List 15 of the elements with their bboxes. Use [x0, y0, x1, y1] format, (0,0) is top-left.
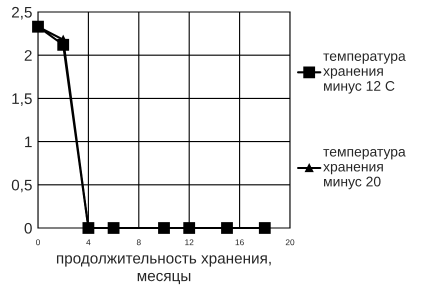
y-tick-label: 0	[24, 222, 32, 234]
y-tick-label: 1	[25, 136, 32, 148]
y-tick-label: 1,5	[12, 93, 32, 106]
legend-label: температура хранения минус 20	[323, 148, 406, 190]
x-tick-label: 8	[136, 239, 141, 246]
x-tick-label: 16	[236, 239, 244, 246]
x-tick-label: 4	[86, 239, 90, 246]
x-axis-title: продолжительность хранения, месяцы	[56, 255, 271, 284]
y-tick-label: 2,5	[12, 6, 32, 20]
legend-label: температура хранения минус 12 С	[323, 53, 406, 94]
x-tick-label: 12	[185, 239, 194, 246]
x-tick-label: 0	[36, 239, 40, 246]
x-tick-label: 20	[286, 239, 294, 246]
y-tick-label: 0,5	[12, 180, 32, 192]
y-tick-label: 2	[24, 50, 32, 61]
